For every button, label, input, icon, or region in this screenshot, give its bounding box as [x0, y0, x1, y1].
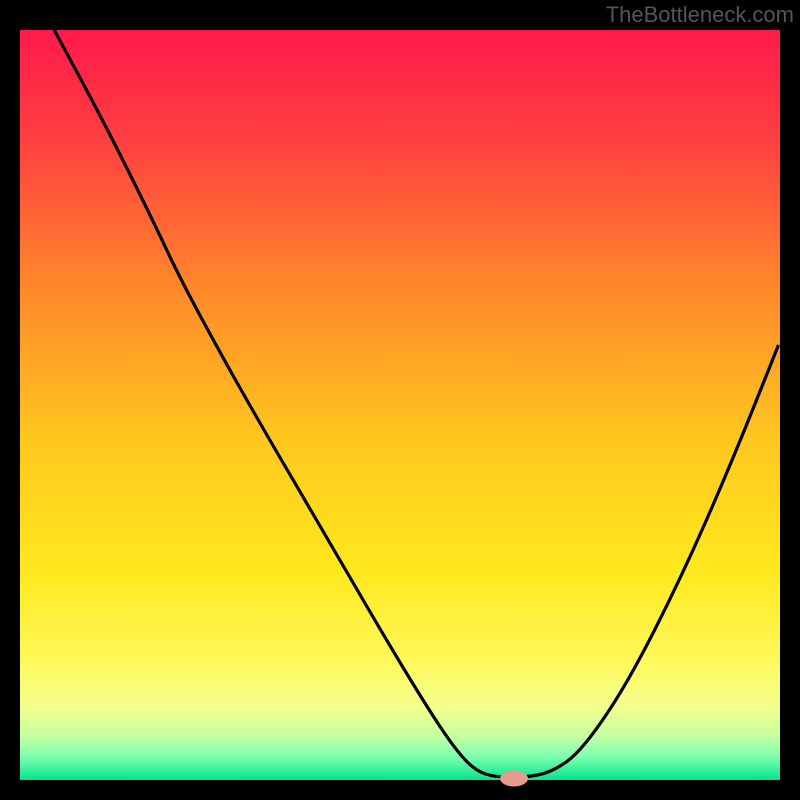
gradient-plot-area [20, 30, 780, 780]
chart-frame: TheBottleneck.com [0, 0, 800, 800]
watermark-text: TheBottleneck.com [606, 2, 794, 28]
minimum-marker [500, 771, 528, 787]
chart-svg [0, 0, 800, 800]
